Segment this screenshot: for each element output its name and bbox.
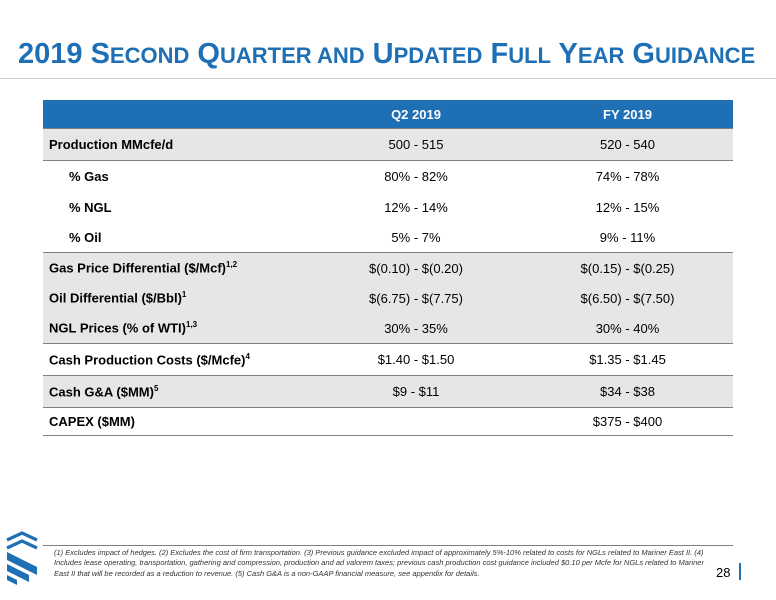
- row-label: Cash Production Costs ($/Mcfe): [49, 352, 246, 368]
- title-divider: [0, 78, 776, 79]
- title-part: EAR: [577, 43, 625, 68]
- title-part: U: [364, 38, 394, 70]
- value-q2: $(6.75) - $(7.75): [310, 283, 522, 313]
- value-fy: $375 - $400: [522, 407, 733, 436]
- title-part: F: [482, 38, 509, 70]
- title-part: G: [624, 38, 655, 70]
- title-part: ULL: [508, 43, 551, 68]
- value-q2: 80% - 82%: [310, 160, 522, 192]
- row-label-cell: Cash G&A ($MM)5: [43, 375, 310, 408]
- value-fy: $(0.15) - $(0.25): [522, 252, 733, 283]
- row-label: Gas Price Differential ($/Mcf): [49, 260, 226, 276]
- company-logo-icon: [6, 531, 38, 585]
- table-row: Production MMcfe/d 500 - 515 520 - 540: [43, 128, 733, 161]
- title-part: 2019 S: [18, 38, 110, 70]
- row-label: Production MMcfe/d: [49, 137, 174, 152]
- row-label: % NGL: [69, 199, 112, 215]
- table-row: Cash G&A ($MM)5 $9 - $11 $34 - $38: [43, 375, 733, 408]
- footnote-reference: 4: [245, 351, 250, 361]
- table-row: NGL Prices (% of WTI)1,3 30% - 35% 30% - 4…: [43, 313, 733, 344]
- row-label: % Gas: [69, 169, 109, 184]
- value-fy: $(6.50) - $(7.50): [522, 283, 733, 313]
- table-row: Cash Production Costs ($/Mcfe)4 $1.40 - $…: [43, 343, 733, 376]
- row-label-cell: % Gas: [43, 160, 310, 192]
- page-number: 28: [716, 565, 731, 580]
- value-q2: $9 - $11: [310, 375, 522, 408]
- table-row: CAPEX ($MM) $375 - $400: [43, 407, 733, 436]
- row-label: % Oil: [69, 229, 102, 245]
- table-row: % Oil 5% - 7% 9% - 11%: [43, 222, 733, 253]
- title-part: PDATED: [393, 43, 483, 68]
- value-q2: $1.40 - $1.50: [310, 343, 522, 376]
- slide-title: 2019 SECOND QUARTER AND UPDATED FULL YEA…: [18, 38, 755, 71]
- title-part: Q: [189, 38, 220, 70]
- table-header-row: Q2 2019 FY 2019: [43, 100, 733, 129]
- row-label-cell: Gas Price Differential ($/Mcf)1,2: [43, 252, 310, 283]
- table-row: % NGL 12% - 14% 12% - 15%: [43, 192, 733, 222]
- row-label-cell: Cash Production Costs ($/Mcfe)4: [43, 343, 310, 376]
- footnotes: (1) Excludes impact of hedges. (2) Exclu…: [54, 548, 704, 578]
- value-fy: 30% - 40%: [522, 313, 733, 344]
- table-row: Oil Differential ($/Bbl)1 $(6.75) - $(7.7…: [43, 283, 733, 313]
- value-q2: [310, 407, 522, 436]
- header-q2-2019: Q2 2019: [310, 100, 522, 129]
- value-q2: 500 - 515: [310, 128, 522, 161]
- row-label: Oil Differential ($/Bbl): [49, 290, 182, 306]
- footer-divider: [43, 545, 733, 546]
- value-q2: 12% - 14%: [384, 199, 448, 215]
- row-label-cell: Production MMcfe/d: [43, 128, 310, 161]
- value-q2: 30% - 35%: [310, 313, 522, 344]
- row-label: NGL Prices (% of WTI): [49, 320, 186, 336]
- value-fy: 74% - 78%: [522, 160, 733, 192]
- footnote-reference: 1: [181, 290, 187, 300]
- title-part: ECOND: [109, 43, 190, 68]
- footnote-reference: 1,2: [226, 260, 238, 270]
- header-fy-2019: FY 2019: [522, 100, 733, 129]
- page-number-accent-bar: [739, 563, 741, 580]
- table-row: % Gas 80% - 82% 74% - 78%: [43, 160, 733, 192]
- value-fy: 520 - 540: [522, 128, 733, 161]
- guidance-table: Q2 2019 FY 2019 Production MMcfe/d 500 - …: [43, 100, 733, 436]
- row-label-cell: NGL Prices (% of WTI)1,3: [43, 313, 310, 344]
- header-blank-cell: [43, 100, 310, 129]
- title-part: Y: [551, 38, 578, 70]
- value-q2: 5% - 7%: [391, 229, 441, 245]
- row-label: CAPEX ($MM): [49, 414, 135, 429]
- footnote-reference: 5: [153, 383, 159, 393]
- footnote-reference: 1,3: [186, 320, 198, 330]
- value-fy: $34 - $38: [522, 375, 733, 408]
- table-row: Gas Price Differential ($/Mcf)1,2 $(0.10)…: [43, 252, 733, 283]
- title-part: UIDANCE: [654, 43, 756, 68]
- row-label-cell: CAPEX ($MM): [43, 407, 310, 436]
- row-label-cell: % NGL: [43, 192, 310, 222]
- value-fy: 9% - 11%: [599, 229, 656, 245]
- title-part: UARTER AND: [220, 43, 365, 68]
- value-fy: 12% - 15%: [595, 199, 660, 215]
- value-fy: $1.35 - $1.45: [522, 343, 733, 376]
- row-label-cell: Oil Differential ($/Bbl)1: [43, 283, 310, 313]
- value-q2: $(0.10) - $(0.20): [310, 252, 522, 283]
- row-label: Cash G&A ($MM): [49, 384, 154, 400]
- row-label-cell: % Oil: [43, 222, 310, 253]
